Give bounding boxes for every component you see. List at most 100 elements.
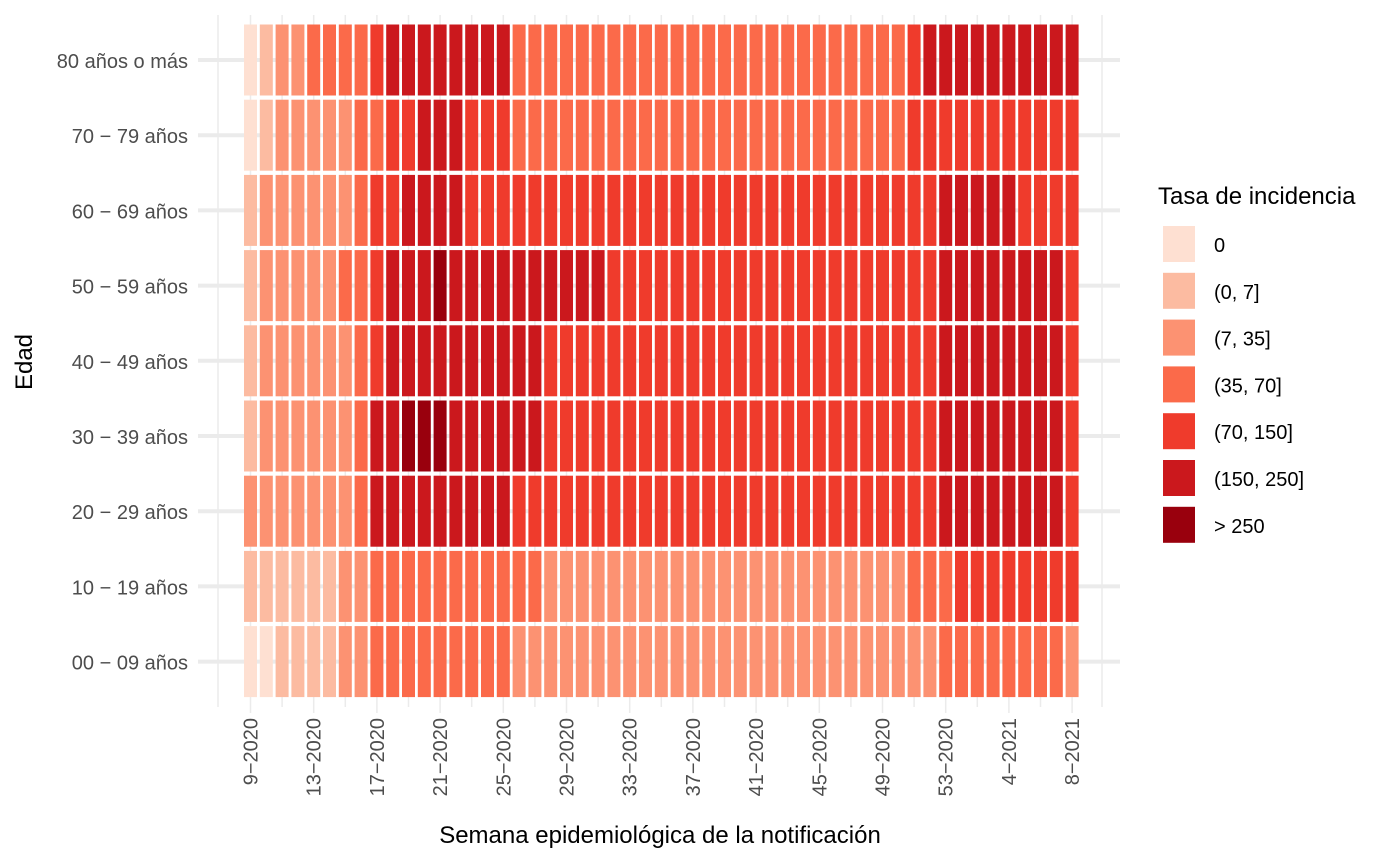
- heatmap-cell: [512, 626, 526, 698]
- heatmap-cell: [828, 174, 842, 246]
- heatmap-cell: [607, 250, 621, 322]
- heatmap-cell: [528, 99, 542, 171]
- heatmap-cell: [939, 24, 953, 96]
- x-tick-label: 21−2020: [430, 718, 452, 796]
- heatmap-cell: [386, 626, 400, 698]
- heatmap-cell: [844, 174, 858, 246]
- heatmap-cell: [718, 174, 731, 246]
- heatmap-cell: [860, 400, 874, 472]
- heatmap-cell: [623, 626, 637, 698]
- heatmap-cell: [970, 475, 984, 547]
- heatmap-cell: [844, 24, 858, 96]
- heatmap-cell: [323, 475, 336, 547]
- heatmap-cell: [386, 174, 400, 246]
- heatmap-cell: [1065, 99, 1079, 171]
- heatmap-cell: [639, 99, 652, 171]
- heatmap-cell: [465, 99, 479, 171]
- heatmap-cell: [528, 475, 542, 547]
- heatmap-cell: [733, 174, 747, 246]
- heatmap-cell: [718, 475, 731, 547]
- y-tick-label: 00 − 09 años: [72, 653, 188, 675]
- heatmap-cell: [544, 174, 558, 246]
- heatmap-cell: [259, 99, 273, 171]
- heatmap-cell: [986, 174, 1000, 246]
- heatmap-cell: [654, 475, 668, 547]
- heatmap-cell: [654, 99, 668, 171]
- heatmap-cell: [670, 250, 684, 322]
- heatmap-cell: [939, 174, 953, 246]
- heatmap-cell: [686, 475, 700, 547]
- heatmap-cell: [718, 626, 731, 698]
- heatmap-cell: [323, 99, 336, 171]
- heatmap-cell: [307, 475, 321, 547]
- heatmap-cell: [765, 250, 779, 322]
- heatmap-cell: [560, 99, 573, 171]
- heatmap-cell: [1065, 400, 1079, 472]
- heatmap-cell: [797, 99, 810, 171]
- heatmap-cell: [528, 626, 542, 698]
- heatmap-cell: [433, 250, 447, 322]
- heatmap-cell: [939, 626, 953, 698]
- heatmap-cell: [402, 550, 415, 622]
- heatmap-cell: [939, 250, 953, 322]
- heatmap-cell: [544, 250, 558, 322]
- heatmap-cell: [623, 24, 637, 96]
- heatmap-cell: [323, 325, 336, 397]
- heatmap-cell: [654, 325, 668, 397]
- heatmap-cell: [354, 99, 368, 171]
- heatmap-cell: [1065, 250, 1079, 322]
- heatmap-cell: [1049, 400, 1063, 472]
- heatmap-cell: [1049, 626, 1063, 698]
- heatmap-cell: [718, 400, 731, 472]
- heatmap-cell: [639, 400, 652, 472]
- heatmap-cell: [1002, 174, 1016, 246]
- heatmap-cell: [702, 325, 716, 397]
- heatmap-cell: [481, 550, 494, 622]
- heatmap-cell: [828, 99, 842, 171]
- heatmap-cell: [307, 400, 321, 472]
- heatmap-cell: [828, 24, 842, 96]
- heatmap-cell: [354, 626, 368, 698]
- heatmap-cell: [323, 550, 336, 622]
- heatmap-cell: [1034, 24, 1047, 96]
- heatmap-cell: [686, 250, 700, 322]
- heatmap-cell: [986, 99, 1000, 171]
- heatmap-cell: [386, 475, 400, 547]
- heatmap-cell: [575, 250, 589, 322]
- heatmap-cell: [923, 550, 937, 622]
- heatmap-cell: [433, 626, 447, 698]
- heatmap-cell: [828, 475, 842, 547]
- heatmap-cell: [417, 250, 431, 322]
- heatmap-cell: [765, 550, 779, 622]
- heatmap-cell: [844, 475, 858, 547]
- heatmap-cell: [1002, 24, 1016, 96]
- heatmap-cell: [749, 626, 763, 698]
- heatmap-cell: [765, 475, 779, 547]
- x-tick-label: 45−2020: [809, 718, 831, 796]
- heatmap-cell: [402, 24, 415, 96]
- heatmap-cell: [781, 24, 795, 96]
- heatmap-cell: [244, 325, 257, 397]
- heatmap-cell: [654, 24, 668, 96]
- heatmap-cell: [259, 24, 273, 96]
- heatmap-cell: [1049, 24, 1063, 96]
- heatmap-cell: [575, 99, 589, 171]
- heatmap-cell: [560, 24, 573, 96]
- heatmap-cell: [386, 99, 400, 171]
- heatmap-cell: [939, 550, 953, 622]
- heatmap-cell: [876, 400, 889, 472]
- heatmap-cell: [765, 24, 779, 96]
- heatmap-cell: [275, 550, 289, 622]
- heatmap-cell: [623, 174, 637, 246]
- heatmap-cell: [828, 626, 842, 698]
- heatmap-cell: [544, 550, 558, 622]
- heatmap-cell: [907, 24, 921, 96]
- heatmap-cell: [417, 475, 431, 547]
- heatmap-cell: [844, 99, 858, 171]
- heatmap-cell: [891, 99, 905, 171]
- heatmap-cell: [354, 550, 368, 622]
- heatmap-cell: [496, 250, 510, 322]
- heatmap-cell: [259, 626, 273, 698]
- heatmap-cell: [591, 174, 605, 246]
- heatmap-cell: [733, 400, 747, 472]
